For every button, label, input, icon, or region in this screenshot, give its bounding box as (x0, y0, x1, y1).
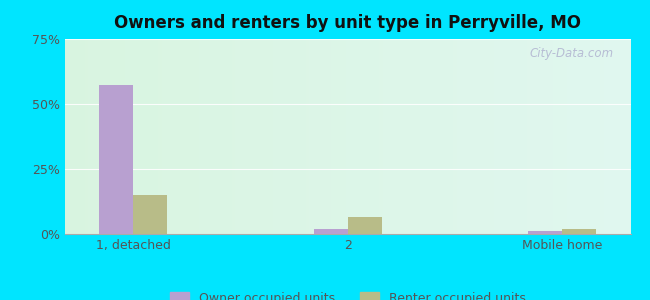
Bar (133, 195, 168, 234)
Bar (99, 85, 133, 234)
Bar (528, 231, 562, 234)
Bar (313, 229, 348, 234)
Title: Owners and renters by unit type in Perryville, MO: Owners and renters by unit type in Perry… (114, 14, 581, 32)
Bar (562, 229, 597, 234)
Legend: Owner occupied units, Renter occupied units: Owner occupied units, Renter occupied un… (165, 287, 530, 300)
Bar (348, 217, 382, 234)
Text: City-Data.com: City-Data.com (529, 47, 614, 60)
